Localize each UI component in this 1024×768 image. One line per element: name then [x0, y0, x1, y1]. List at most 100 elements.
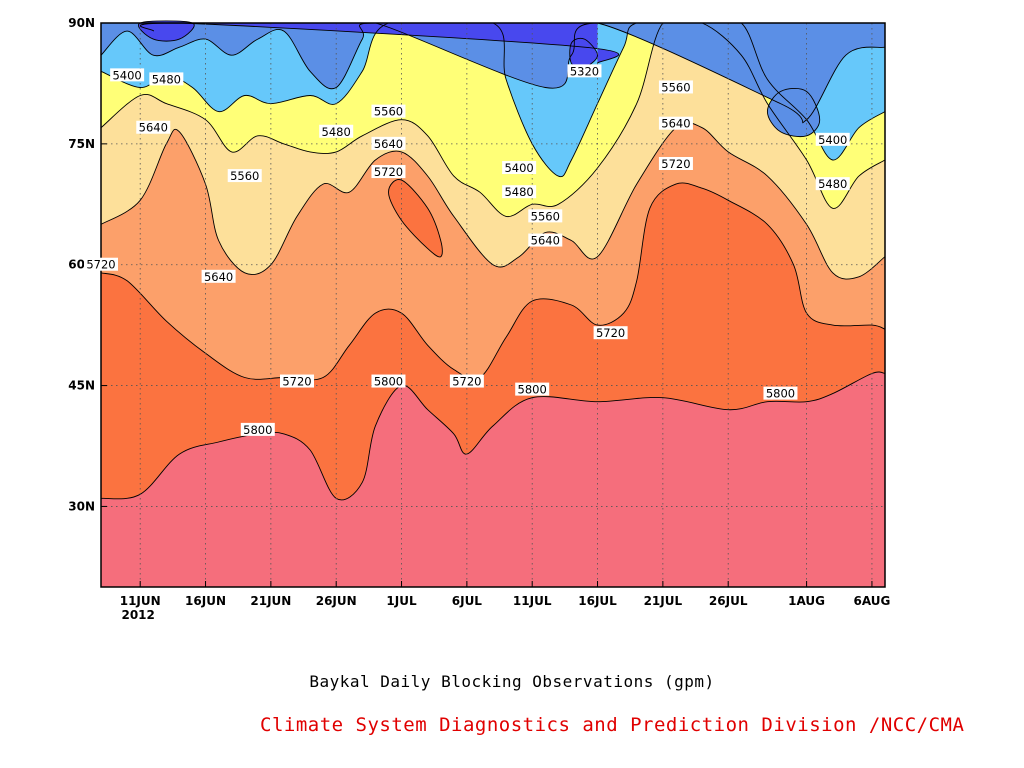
contour-label: 5560	[371, 104, 406, 119]
x-tick-label: 21JUN	[250, 594, 291, 608]
x-tick-label: 1JUL	[386, 594, 417, 608]
closed-fill-5320	[138, 20, 195, 42]
y-tick-label: 45N	[68, 379, 95, 393]
contour-label-value: 5480	[152, 72, 181, 86]
contour-label-value: 5720	[596, 326, 625, 340]
contour-label-value: 5560	[230, 169, 259, 183]
x-tick-label: 11JUN	[120, 594, 161, 608]
contour-label: 5640	[371, 136, 406, 151]
contour-label: 5640	[201, 269, 236, 284]
x-tick-label: 11JUL	[513, 594, 552, 608]
contour-label-bg	[815, 132, 850, 146]
y-tick-label: 30N	[68, 499, 95, 513]
contour-label-value: 5400	[504, 161, 533, 175]
contour-label-value: 5720	[86, 258, 115, 272]
closed-fill-5720	[388, 179, 443, 257]
contour-label-value: 5320	[570, 64, 599, 78]
x-tick-label: 26JUL	[709, 594, 748, 608]
contour-label: 5640	[658, 116, 693, 131]
contour-label-layer: 5400 5480 5640 5560 5480 5560 5640 5720 5720 5640…	[84, 64, 850, 437]
closed-contour-line-5720	[388, 179, 443, 258]
contour-label-value: 5400	[112, 68, 141, 82]
contour-label-bg	[449, 374, 484, 388]
contour-label-bg	[593, 326, 628, 340]
contour-label-value: 5560	[374, 105, 403, 119]
contour-label-bg	[763, 386, 798, 400]
contour-label: 5720	[449, 374, 484, 389]
contour-line-5640	[100, 122, 886, 280]
contour-label-value: 5800	[518, 383, 547, 397]
contour-label-bg	[371, 136, 406, 150]
x-tick-label: 6AUG	[853, 594, 890, 608]
contour-label-bg	[371, 104, 406, 118]
y-tick-label: 75N	[68, 137, 95, 151]
closed-contour-line-5320	[138, 20, 195, 42]
x-tick-label: 16JUN	[185, 594, 226, 608]
closed-fill-5400	[767, 88, 820, 137]
contour-label: 5800	[240, 422, 275, 437]
contour-label: 5320	[567, 64, 602, 78]
x-tick-label: 26JUN	[316, 594, 357, 608]
contour-label: 5640	[528, 233, 563, 248]
contour-label: 5560	[227, 169, 262, 183]
closed-contour-line-5400	[766, 88, 821, 138]
contour-label: 5800	[371, 374, 406, 389]
contour-label-value: 5800	[766, 387, 795, 401]
contour-label-bg	[227, 169, 262, 183]
contour-label: 5560	[658, 80, 693, 94]
contour-label: 5720	[658, 157, 693, 171]
contour-label-value: 5720	[661, 157, 690, 171]
contour-label-bg	[567, 64, 602, 78]
x-tick-label: 16JUL	[578, 594, 617, 608]
contour-label-bg	[240, 422, 275, 436]
contour-label: 5400	[815, 132, 850, 147]
contour-line-5560	[100, 22, 886, 217]
contour-label-value: 5560	[531, 209, 560, 223]
plot-frame	[100, 22, 886, 588]
contour-label: 5480	[149, 72, 184, 86]
contour-label: 5480	[815, 177, 850, 191]
contour-label: 5720	[280, 374, 314, 389]
contour-label-value: 5560	[661, 80, 690, 94]
contour-label-bg	[515, 382, 550, 396]
contour-label-bg	[280, 374, 314, 388]
contour-label: 5720	[371, 165, 406, 179]
contour-label: 5400	[110, 68, 145, 82]
chart-credit: Climate System Diagnostics and Predictio…	[260, 714, 965, 736]
contour-label: 5560	[528, 209, 563, 223]
tick-mark-layer	[101, 22, 873, 587]
contour-label-bg	[502, 185, 537, 199]
contour-line-layer	[100, 20, 886, 501]
contour-label-bg	[815, 177, 850, 191]
contour-line-5480	[100, 22, 886, 178]
contour-label-bg	[658, 80, 693, 94]
contour-label-bg	[84, 257, 118, 271]
contour-label: 5720	[84, 257, 118, 272]
contour-label-bg	[371, 165, 406, 179]
x-tick-label: 6JUL	[452, 594, 483, 608]
contour-label-bg	[658, 157, 693, 170]
contour-label-bg	[502, 161, 537, 175]
contour-label-value: 5640	[139, 121, 168, 135]
band-fill-5400	[101, 23, 885, 123]
contour-label-value: 5480	[504, 185, 533, 199]
contour-label-bg	[528, 233, 563, 247]
contour-label-value: 5640	[374, 137, 403, 151]
contour-label-bg	[201, 269, 236, 283]
contour-label: 5480	[502, 185, 537, 199]
closed-fill-5320	[569, 38, 598, 68]
contour-label-value: 5400	[818, 133, 847, 147]
closed-contour-line-5320	[569, 37, 598, 69]
contour-label-value: 5720	[282, 375, 311, 389]
contour-line-5720	[100, 182, 886, 381]
y-tick-label: 90N	[68, 16, 95, 30]
contour-label-bg	[136, 120, 171, 134]
contour-label-bg	[319, 124, 354, 138]
contour-label-bg	[528, 209, 563, 223]
contour-label-value: 5720	[452, 375, 481, 389]
contour-label-bg	[110, 68, 145, 82]
chart-title: Baykal Daily Blocking Observations (gpm)	[309, 672, 715, 691]
